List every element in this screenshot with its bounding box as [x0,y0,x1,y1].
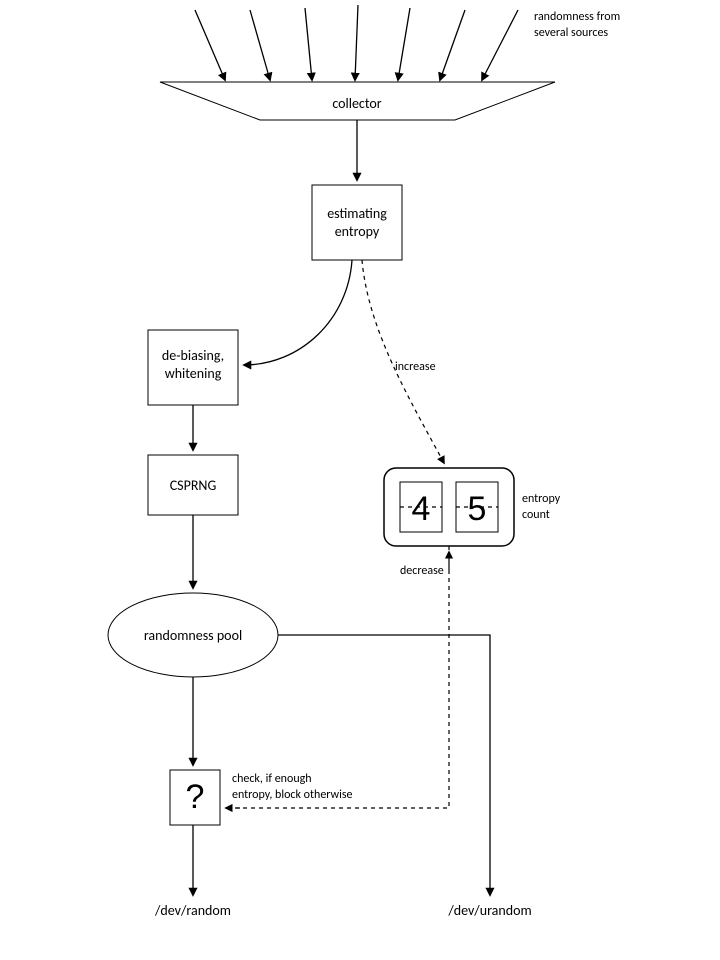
label-debias-1: de-biasing, [162,347,224,364]
source-arrow [482,10,518,80]
source-arrows [195,5,518,80]
edge-counter-check [226,546,449,808]
counter-digit-1: 4 [412,490,431,528]
label-decrease: decrease [400,564,444,578]
label-check-note-1: check, if enough [232,772,312,786]
label-collector: collector [332,95,381,112]
label-entropy-count-1: entropy [522,492,561,506]
label-estimating-2: entropy [335,223,380,240]
label-sources-2: several sources [534,26,608,40]
counter-digit-2-box: 5 [456,482,498,532]
label-pool: randomness pool [144,627,242,644]
label-dev-urandom: /dev/urandom [447,902,531,919]
label-csprng: CSPRNG [170,477,217,494]
source-arrow [355,5,358,80]
label-estimating-1: estimating [327,205,387,222]
label-dev-random: /dev/random [154,902,231,919]
label-increase: increase [395,360,436,374]
label-check-note-2: entropy, block otherwise [232,788,353,802]
source-arrow [398,8,410,80]
edge-pool-urandom [278,635,490,895]
entropy-flow-diagram: randomness from several sources collecto… [0,0,720,960]
source-arrow [440,10,465,80]
label-entropy-count-2: count [522,508,550,522]
label-check: ? [186,778,205,816]
source-arrow [250,10,270,80]
source-arrow [305,8,312,80]
counter-digit-1-box: 4 [400,482,442,532]
edge-estimating-debias [244,260,352,365]
label-debias-2: whitening [165,365,222,382]
label-sources-1: randomness from [534,10,620,24]
source-arrow [195,10,225,80]
counter-digit-2: 5 [468,490,487,528]
